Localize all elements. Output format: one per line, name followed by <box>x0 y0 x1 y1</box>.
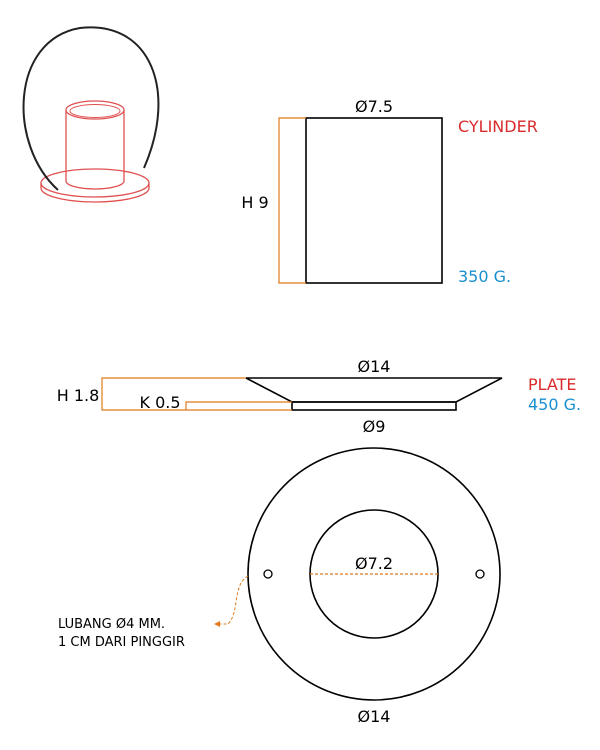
perspective-sketch <box>22 26 160 203</box>
plate-profile <box>245 377 503 403</box>
plate-height-label: H 1.8 <box>57 386 100 405</box>
plate-base-dimension <box>185 401 292 410</box>
hole-note-line2: 1 CM DARI PINGGIR <box>58 635 185 650</box>
plate-side-view: Ø14 H 1.8 K 0.5 Ø9 PLATE 450 G. <box>57 357 581 436</box>
sketch-plate-rim <box>40 183 150 203</box>
cylinder-height-dimension <box>278 117 306 284</box>
plate-outer-circle <box>247 447 501 701</box>
inner-diameter-label: Ø7.2 <box>355 554 393 573</box>
plate-height-dimension <box>101 377 292 411</box>
hole-right <box>475 569 485 579</box>
sketch-wire-handle <box>22 26 160 191</box>
sketch-cylinder-top-inner <box>69 104 121 118</box>
sketch-plate-ellipse <box>40 168 150 198</box>
sketch-cylinder-body <box>65 110 125 190</box>
plate-title: PLATE <box>528 375 577 394</box>
plate-inner-circle <box>309 509 439 639</box>
plate-bottom-diameter-label: Ø9 <box>363 417 386 436</box>
hole-leader-line <box>216 575 249 625</box>
cylinder-view: Ø7.5 H 9 CYLINDER 350 G. <box>241 97 537 286</box>
plate-base-height-label: K 0.5 <box>139 393 180 412</box>
cylinder-title: CYLINDER <box>458 117 538 136</box>
hole-leader-arrow <box>214 621 220 627</box>
cylinder-outline <box>305 117 443 284</box>
plate-weight: 450 G. <box>528 395 581 414</box>
plate-top-diameter-label: Ø14 <box>358 357 391 376</box>
plate-top-view: Ø7.2 Ø14 LUBANG Ø4 MM. 1 CM DARI PINGGIR <box>58 447 501 726</box>
outer-diameter-label: Ø14 <box>358 707 391 726</box>
cylinder-weight: 350 G. <box>458 267 511 286</box>
cylinder-height-label: H 9 <box>241 193 268 212</box>
hole-note-line1: LUBANG Ø4 MM. <box>58 617 165 632</box>
cylinder-diameter-label: Ø7.5 <box>355 97 393 116</box>
sketch-cylinder-top <box>65 100 125 120</box>
hole-left <box>263 569 273 579</box>
plate-base <box>291 401 457 411</box>
